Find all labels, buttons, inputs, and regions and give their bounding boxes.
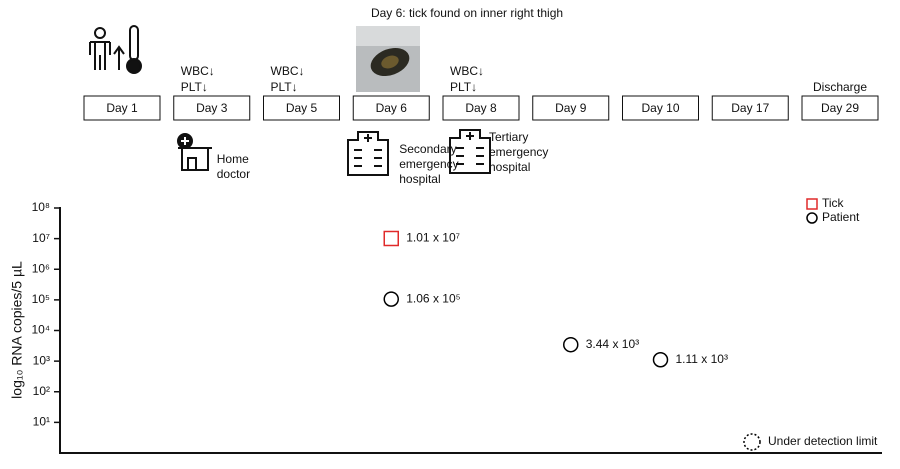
care-site: doctor xyxy=(217,167,250,181)
hospital-icon xyxy=(347,131,389,176)
day-label: Day 8 xyxy=(465,101,497,115)
day-label: Day 5 xyxy=(286,101,318,115)
y-tick-label: 10² xyxy=(33,384,50,398)
day-box xyxy=(263,95,340,121)
day-box xyxy=(711,95,789,121)
care-site: hospital xyxy=(399,172,440,186)
care-site: hospital xyxy=(489,160,530,174)
day-label: Day 10 xyxy=(641,101,679,115)
legend-label: Patient xyxy=(822,210,860,224)
day-note: PLT↓ xyxy=(181,80,208,94)
fever-icon xyxy=(89,25,142,74)
legend-marker xyxy=(806,212,818,224)
legend-label: Under detection limit xyxy=(768,434,878,448)
data-label: 1.01 x 10⁷ xyxy=(406,231,460,245)
marker-circle xyxy=(383,291,399,307)
day-box xyxy=(352,95,430,121)
y-tick-label: 10³ xyxy=(33,353,50,367)
day-label: Day 6 xyxy=(376,101,408,115)
care-site: Home xyxy=(217,152,249,166)
legend-label: Tick xyxy=(822,196,845,210)
day-box xyxy=(173,95,251,121)
data-label: 1.06 x 10⁵ xyxy=(406,291,460,305)
day-note: WBC↓ xyxy=(271,64,305,78)
day-box xyxy=(622,95,699,121)
day-note: WBC↓ xyxy=(181,64,215,78)
data-label: 3.44 x 10³ xyxy=(586,337,639,351)
y-tick-label: 10⁸ xyxy=(32,200,50,214)
day-note: PLT↓ xyxy=(271,80,298,94)
day-note: Discharge xyxy=(813,80,867,94)
day-label: Day 9 xyxy=(555,101,587,115)
care-site: Tertiary xyxy=(489,130,528,144)
day-label: Day 3 xyxy=(196,101,228,115)
y-tick-label: 10⁶ xyxy=(32,261,50,275)
day-label: Day 1 xyxy=(106,101,138,115)
care-site: emergency xyxy=(399,157,458,171)
day-label: Day 17 xyxy=(731,101,769,115)
care-site: emergency xyxy=(489,145,548,159)
day-label: Day 29 xyxy=(821,101,859,115)
clinic-icon xyxy=(177,133,212,171)
y-tick-label: 10¹ xyxy=(33,415,50,429)
y-tick-label: 10⁵ xyxy=(32,292,50,306)
hospital-icon xyxy=(449,129,491,174)
y-axis-label: log₁₀ RNA copies/5 µL xyxy=(9,261,25,399)
tick-photo xyxy=(356,26,420,92)
day-box xyxy=(532,95,610,121)
y-tick-label: 10⁷ xyxy=(32,231,50,245)
day-note: PLT↓ xyxy=(450,80,477,94)
day-box xyxy=(801,95,879,121)
marker-square xyxy=(383,230,399,247)
day-box xyxy=(83,95,161,121)
day-note: WBC↓ xyxy=(450,64,484,78)
day-box xyxy=(442,95,520,121)
legend-marker xyxy=(806,198,818,210)
data-label: 1.11 x 10³ xyxy=(676,352,728,366)
legend-marker xyxy=(743,433,761,451)
y-tick-label: 10⁴ xyxy=(31,323,50,337)
care-site: Secondary xyxy=(399,142,456,156)
marker-circle xyxy=(652,351,669,368)
timeline-title: Day 6: tick found on inner right thigh xyxy=(371,6,563,20)
marker-circle xyxy=(563,336,579,353)
